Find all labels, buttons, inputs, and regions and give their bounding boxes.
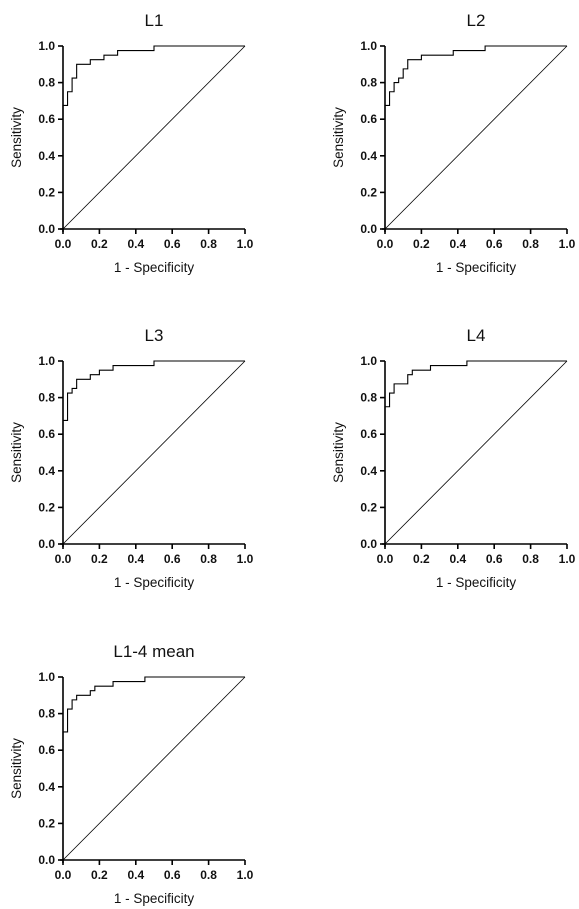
y-tick-label: 0.0 xyxy=(360,537,377,551)
reference-line xyxy=(62,45,246,230)
chart-title: L1-4 mean xyxy=(113,642,194,661)
y-tick-label: 1.0 xyxy=(38,354,55,368)
y-tick-label: 0.6 xyxy=(360,427,377,441)
chart-title: L3 xyxy=(145,326,164,345)
roc-panel: L2 0.0 0.2 0.4 0.6 0.8 1.0 0.0 0.2 0.4 0.6 0.8 1.0 1 … xyxy=(331,11,576,275)
x-tick-label: 0.2 xyxy=(91,868,108,882)
y-tick-label: 0.6 xyxy=(38,427,55,441)
x-tick-label: 0.4 xyxy=(127,552,144,566)
x-tick-label: 0.4 xyxy=(449,552,466,566)
roc-curve xyxy=(62,360,245,544)
y-tick-label: 0.8 xyxy=(360,391,377,405)
y-tick-label: 0.8 xyxy=(38,707,55,721)
x-axis-label: 1 - Specificity xyxy=(114,891,195,906)
x-axis-label: 1 - Specificity xyxy=(436,260,517,275)
y-tick-label: 0.8 xyxy=(360,76,377,90)
x-tick-label: 1.0 xyxy=(237,552,254,566)
x-tick-label: 0.6 xyxy=(486,552,503,566)
y-tick-label: 1.0 xyxy=(38,670,55,684)
reference-line xyxy=(384,45,568,230)
y-tick-label: 0.4 xyxy=(38,780,55,794)
y-axis-label: Sensitivity xyxy=(9,738,24,799)
y-tick-label: 0.2 xyxy=(38,185,55,199)
x-tick-label: 0.4 xyxy=(127,868,144,882)
x-tick-label: 0.8 xyxy=(522,237,539,251)
y-tick-label: 0.2 xyxy=(38,500,55,514)
y-tick-label: 0.6 xyxy=(38,112,55,126)
roc-curve xyxy=(62,676,245,860)
y-tick-label: 1.0 xyxy=(360,39,377,53)
x-tick-label: 0.0 xyxy=(55,237,72,251)
roc-curve xyxy=(384,45,567,229)
reference-line xyxy=(62,676,246,861)
y-tick-label: 0.4 xyxy=(38,464,55,478)
chart-title: L2 xyxy=(467,11,486,30)
x-tick-label: 0.6 xyxy=(164,868,181,882)
reference-line xyxy=(62,360,246,545)
y-tick-label: 0.8 xyxy=(38,76,55,90)
y-tick-label: 0.0 xyxy=(38,853,55,867)
chart-title: L1 xyxy=(145,11,164,30)
x-tick-label: 0.4 xyxy=(127,237,144,251)
y-axis-label: Sensitivity xyxy=(331,107,346,168)
x-tick-label: 0.0 xyxy=(55,552,72,566)
x-tick-label: 1.0 xyxy=(559,237,576,251)
y-axis-label: Sensitivity xyxy=(9,422,24,483)
x-tick-label: 0.6 xyxy=(164,237,181,251)
x-tick-label: 0.4 xyxy=(449,237,466,251)
x-axis-label: 1 - Specificity xyxy=(114,260,195,275)
roc-panel: L1 0.0 0.2 0.4 0.6 0.8 1.0 0.0 0.2 0.4 0.6 0.8 1.0 1 … xyxy=(9,11,254,275)
y-tick-label: 0.0 xyxy=(38,222,55,236)
x-tick-label: 1.0 xyxy=(237,237,254,251)
x-tick-label: 0.2 xyxy=(91,552,108,566)
x-axis-label: 1 - Specificity xyxy=(114,575,195,590)
roc-curve xyxy=(62,45,245,229)
x-axis-label: 1 - Specificity xyxy=(436,575,517,590)
y-tick-label: 0.0 xyxy=(38,537,55,551)
roc-panel: L1-4 mean 0.0 0.2 0.4 0.6 0.8 1.0 0.0 0.2 0.4 0.6 0… xyxy=(9,642,254,906)
x-tick-label: 0.0 xyxy=(377,237,394,251)
x-tick-label: 0.2 xyxy=(413,552,430,566)
x-tick-label: 0.8 xyxy=(200,237,217,251)
x-tick-label: 0.0 xyxy=(55,868,72,882)
x-tick-label: 0.8 xyxy=(200,868,217,882)
x-tick-label: 0.0 xyxy=(377,552,394,566)
y-tick-label: 0.4 xyxy=(360,149,377,163)
y-tick-label: 0.0 xyxy=(360,222,377,236)
chart-title: L4 xyxy=(467,326,486,345)
y-tick-label: 1.0 xyxy=(360,354,377,368)
y-axis-label: Sensitivity xyxy=(9,107,24,168)
x-tick-label: 0.2 xyxy=(413,237,430,251)
y-tick-label: 0.8 xyxy=(38,391,55,405)
roc-curve xyxy=(384,360,567,544)
y-tick-label: 0.2 xyxy=(38,816,55,830)
x-tick-label: 0.8 xyxy=(522,552,539,566)
x-tick-label: 0.8 xyxy=(200,552,217,566)
y-tick-label: 0.6 xyxy=(360,112,377,126)
roc-panel: L3 0.0 0.2 0.4 0.6 0.8 1.0 0.0 0.2 0.4 0.6 0.8 1.0 1 … xyxy=(9,326,254,590)
reference-line xyxy=(384,360,568,545)
x-tick-label: 1.0 xyxy=(237,868,254,882)
y-tick-label: 0.4 xyxy=(360,464,377,478)
x-tick-label: 1.0 xyxy=(559,552,576,566)
x-tick-label: 0.6 xyxy=(164,552,181,566)
y-tick-label: 0.6 xyxy=(38,743,55,757)
y-tick-label: 1.0 xyxy=(38,39,55,53)
roc-panel: L4 0.0 0.2 0.4 0.6 0.8 1.0 0.0 0.2 0.4 0.6 0.8 1.0 1 … xyxy=(331,326,576,590)
y-tick-label: 0.4 xyxy=(38,149,55,163)
x-tick-label: 0.6 xyxy=(486,237,503,251)
x-tick-label: 0.2 xyxy=(91,237,108,251)
y-axis-label: Sensitivity xyxy=(331,422,346,483)
y-tick-label: 0.2 xyxy=(360,500,377,514)
y-tick-label: 0.2 xyxy=(360,185,377,199)
